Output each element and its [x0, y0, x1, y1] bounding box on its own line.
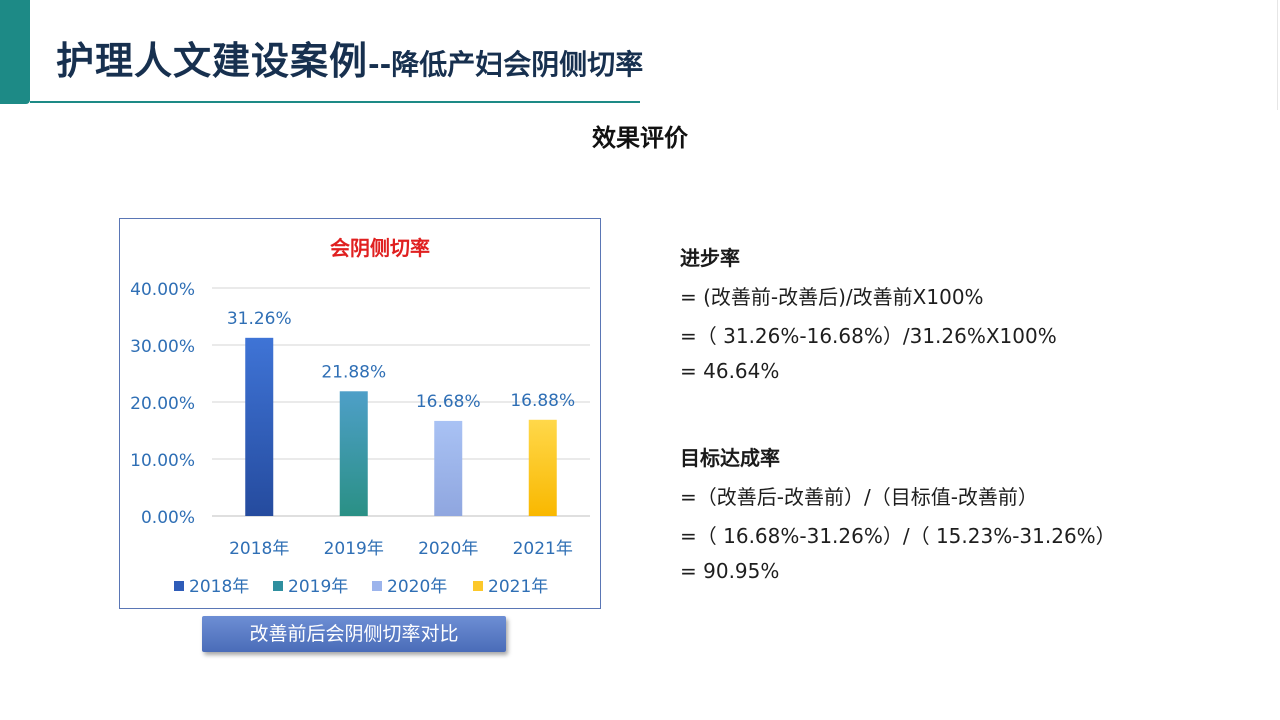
- target-rate-title: 目标达成率: [680, 446, 780, 470]
- bar: [339, 391, 368, 516]
- data-label: 16.68%: [416, 392, 481, 412]
- x-tick-label: 2018年: [229, 539, 289, 559]
- y-tick-label: 10.00%: [130, 451, 195, 471]
- bar-chart: 会阴侧切率 0.00% 10.00% 20.00% 30.00% 40.00% 31.26%…: [130, 236, 590, 597]
- y-tick-label: 0.00%: [141, 508, 195, 528]
- data-label: 16.88%: [510, 391, 575, 411]
- header-accent-block: [0, 0, 30, 104]
- section-heading: 效果评价: [592, 124, 688, 152]
- data-label: 31.26%: [227, 309, 292, 329]
- legend-swatch: [473, 581, 483, 591]
- page-title: 护理人文建设案例 --降低产妇会阴侧切率: [56, 30, 644, 83]
- progress-substitution-line: =（ 31.26%-16.68%）/31.26%X100%: [680, 324, 1057, 348]
- legend-swatch: [372, 581, 382, 591]
- legend-label: 2021年: [488, 577, 548, 597]
- legend-label: 2020年: [387, 577, 447, 597]
- progress-rate-title: 进步率: [680, 246, 740, 270]
- page-title-sub: --降低产妇会阴侧切率: [368, 48, 644, 81]
- edge-divider: [1277, 0, 1278, 110]
- x-tick-label: 2021年: [513, 539, 573, 559]
- target-result-line: = 90.95%: [680, 559, 780, 583]
- data-label: 21.88%: [321, 362, 386, 382]
- target-formula-line: =（改善后-改善前）/（目标值-改善前）: [680, 485, 1038, 509]
- progress-result-line: = 46.64%: [680, 359, 780, 383]
- bar: [528, 419, 557, 516]
- x-tick-label: 2019年: [324, 539, 384, 559]
- legend-swatch: [273, 581, 283, 591]
- y-tick-label: 20.00%: [130, 394, 195, 414]
- page-title-main: 护理人文建设案例: [56, 39, 369, 83]
- title-underline: [30, 101, 640, 103]
- target-substitution-line: =（ 16.68%-31.26%）/（ 15.23%-31.26%）: [680, 524, 1116, 548]
- chart-caption-button[interactable]: 改善前后会阴侧切率对比: [202, 616, 506, 652]
- x-tick-label: 2020年: [418, 539, 478, 559]
- chart-title: 会阴侧切率: [330, 236, 430, 260]
- y-tick-label: 30.00%: [130, 337, 195, 357]
- legend-label: 2018年: [189, 577, 249, 597]
- legend-swatch: [174, 581, 184, 591]
- chart-frame: 会阴侧切率 0.00% 10.00% 20.00% 30.00% 40.00% 31.26%…: [119, 218, 601, 609]
- bar: [434, 420, 463, 516]
- legend-label: 2019年: [288, 577, 348, 597]
- bar: [245, 337, 274, 516]
- progress-formula-line: = (改善前-改善后)/改善前X100%: [680, 285, 984, 309]
- y-tick-label: 40.00%: [130, 280, 195, 300]
